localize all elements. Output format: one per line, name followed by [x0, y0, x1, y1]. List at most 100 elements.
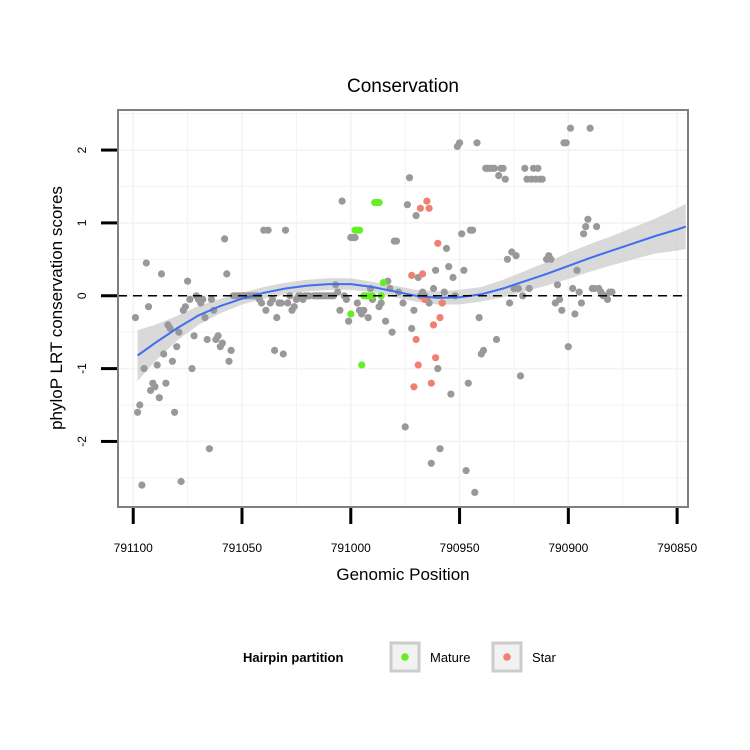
legend-title: Hairpin partition: [243, 650, 343, 665]
point-other: [134, 408, 142, 416]
point-other: [392, 237, 401, 245]
point-other: [490, 164, 498, 172]
point-star: [419, 270, 427, 278]
point-other: [277, 299, 285, 307]
point-other: [458, 230, 466, 238]
point-star: [423, 197, 431, 205]
point-other: [353, 299, 361, 307]
point-other: [342, 295, 350, 303]
point-other: [436, 445, 444, 453]
point-other: [151, 383, 159, 391]
point-other: [405, 174, 414, 182]
point-other: [525, 284, 533, 293]
plot-area: [117, 109, 689, 508]
point-other: [290, 303, 298, 311]
point-star: [425, 204, 433, 212]
point-other: [562, 139, 570, 147]
point-star: [412, 335, 420, 344]
smooth-line: [137, 225, 687, 357]
point-other: [456, 139, 464, 147]
point-other: [582, 223, 590, 231]
point-other: [201, 314, 209, 322]
point-other: [364, 314, 372, 322]
point-other: [203, 335, 211, 344]
point-mature: [379, 279, 387, 287]
point-star: [410, 383, 418, 391]
point-other: [566, 124, 575, 132]
point-other: [205, 445, 213, 453]
point-other: [503, 255, 511, 263]
point-other: [227, 346, 235, 354]
legend-label-mature: Mature: [430, 650, 470, 665]
point-other: [162, 379, 170, 387]
point-other: [142, 259, 150, 267]
point-other: [155, 394, 163, 402]
point-other: [153, 361, 161, 369]
point-other: [181, 303, 189, 311]
x-axis: 791100 791050 791000 790950 790900 790850: [114, 508, 697, 555]
point-other: [464, 379, 472, 387]
point-other: [553, 281, 562, 289]
point-other: [262, 306, 270, 314]
point-other: [171, 408, 179, 416]
point-other: [534, 164, 542, 172]
point-other: [449, 273, 457, 282]
point-other: [558, 306, 566, 314]
gridlines: [118, 110, 688, 507]
confidence-ribbon: [137, 204, 686, 381]
legend-swatch-mature: [401, 653, 409, 661]
point-other: [460, 266, 468, 274]
point-other: [336, 306, 344, 314]
point-other: [586, 124, 594, 132]
point-star: [434, 239, 442, 247]
point-star: [416, 204, 424, 212]
x-tick-label: 791000: [331, 541, 371, 555]
point-other: [184, 277, 192, 285]
point-star: [438, 299, 446, 307]
point-other: [569, 284, 577, 293]
point-other: [608, 288, 616, 296]
point-other: [564, 343, 572, 351]
point-other: [580, 230, 588, 238]
data-points-layer: [131, 124, 616, 496]
point-other: [603, 295, 612, 303]
point-other: [166, 324, 174, 333]
y-tick-label: 0: [75, 292, 89, 299]
point-other: [584, 215, 592, 223]
point-other: [447, 390, 455, 398]
legend-label-star: Star: [532, 650, 557, 665]
point-other: [199, 295, 207, 303]
point-other: [495, 172, 503, 180]
point-other: [434, 365, 442, 373]
x-tick-label: 791050: [222, 541, 262, 555]
x-tick-label: 790850: [657, 541, 697, 555]
point-other: [177, 477, 185, 486]
y-tick-label: -1: [75, 363, 89, 374]
legend: Hairpin partition Mature Star: [243, 641, 557, 673]
point-other: [271, 346, 279, 354]
point-other: [479, 346, 488, 354]
point-other: [281, 226, 290, 234]
point-other: [499, 164, 507, 172]
point-other: [207, 295, 216, 303]
point-other: [399, 299, 407, 307]
point-other: [410, 306, 418, 314]
point-star: [414, 361, 422, 369]
x-axis-title: Genomic Position: [336, 565, 469, 584]
point-star: [432, 354, 440, 362]
point-other: [547, 255, 555, 263]
point-other: [264, 226, 272, 234]
point-other: [377, 299, 385, 307]
point-other: [440, 288, 448, 296]
point-star: [429, 321, 438, 329]
x-tick-label: 790900: [548, 541, 588, 555]
point-other: [360, 306, 368, 314]
point-other: [593, 223, 601, 231]
point-other: [577, 299, 586, 307]
point-other: [338, 197, 346, 205]
point-other: [469, 226, 477, 234]
point-other: [223, 270, 231, 278]
point-other: [403, 201, 411, 209]
point-mature: [347, 310, 355, 318]
